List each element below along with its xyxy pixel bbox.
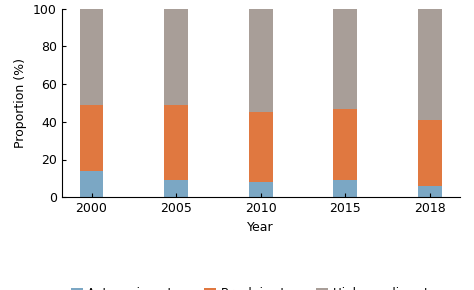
Bar (333, 180, 357, 197)
Bar (249, 9, 273, 112)
Bar (249, 182, 273, 197)
Bar (80, 171, 103, 197)
Bar (333, 9, 357, 108)
Bar (418, 186, 442, 197)
Legend: Antagonism stage, Break-in stage, High coupling stage: Antagonism stage, Break-in stage, High c… (66, 282, 455, 290)
X-axis label: Year: Year (247, 221, 274, 234)
Bar (164, 180, 188, 197)
Bar (333, 108, 357, 180)
Bar (80, 105, 103, 171)
Bar (164, 105, 188, 180)
Bar (418, 9, 442, 120)
Y-axis label: Proportion (%): Proportion (%) (14, 58, 27, 148)
Bar (164, 9, 188, 105)
Bar (80, 9, 103, 105)
Bar (249, 112, 273, 182)
Bar (418, 120, 442, 186)
